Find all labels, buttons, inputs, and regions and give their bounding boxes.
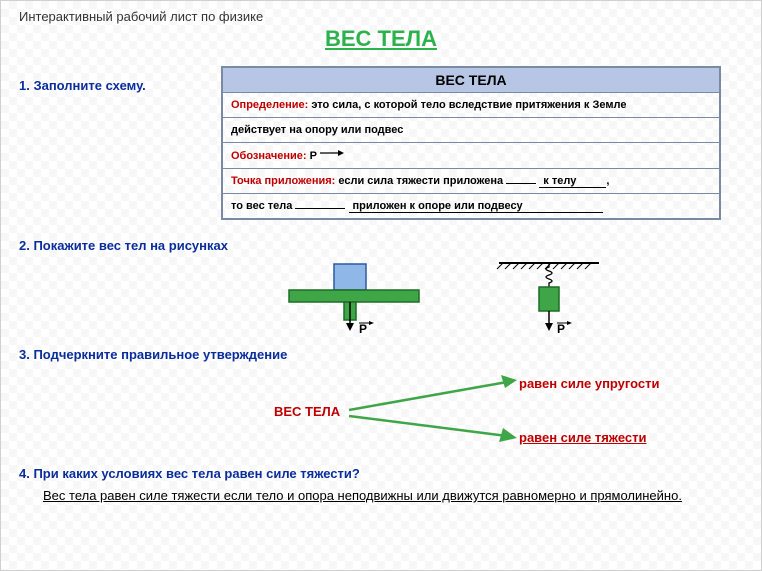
choice-center: ВЕС ТЕЛА (274, 404, 340, 419)
vector-arrow-icon (320, 149, 344, 157)
task2-label: 2. Покажите вес тел на рисунках (19, 238, 743, 253)
p-label-2: P (557, 322, 565, 336)
page-subtitle: Интерактивный рабочий лист по физике (19, 9, 743, 24)
schema-apply-line1: Точка приложения: если сила тяжести прил… (222, 169, 720, 194)
app-fill1: к телу (539, 175, 606, 188)
task3-label: 3. Подчеркните правильное утверждение (19, 347, 743, 362)
sym-value: P (307, 150, 317, 162)
schema-def-line2: действует на опору или подвес (222, 118, 720, 143)
schema-symbol: Обозначение: P (222, 143, 720, 169)
schema-table: ВЕС ТЕЛА Определение: это сила, с которо… (221, 66, 721, 220)
def-text1: это сила, с которой тело вследствие прит… (308, 99, 626, 111)
choice-option-1: равен силе упругости (519, 376, 660, 391)
diagram-row: P P (19, 259, 743, 339)
task1-row: 1. Заполните схему. ВЕС ТЕЛА Определение… (19, 66, 743, 220)
diagram-block-on-support: P (279, 259, 429, 339)
choice-option-2: равен силе тяжести (519, 430, 646, 445)
schema-apply-line2: то вес тела приложен к опоре или подвесу (222, 194, 720, 220)
sym-label: Обозначение: (231, 150, 307, 162)
task1-label: 1. Заполните схему. (19, 74, 209, 93)
task3-choice: ВЕС ТЕЛА равен силе упругости равен силе… (19, 368, 743, 458)
schema-def-line1: Определение: это сила, с которой тело вс… (222, 93, 720, 118)
schema-title: ВЕС ТЕЛА (222, 67, 720, 93)
app-fill2: приложен к опоре или подвесу (349, 200, 603, 213)
app-text2: то вес тела (231, 200, 292, 212)
worksheet: Интерактивный рабочий лист по физике ВЕС… (0, 0, 762, 571)
app-text1: если сила тяжести приложена (335, 175, 506, 187)
page-title: ВЕС ТЕЛА (19, 26, 743, 52)
app-label: Точка приложения: (231, 175, 335, 187)
p-label-1: P (359, 322, 367, 336)
task4-answer: Вес тела равен силе тяжести если тело и … (43, 487, 723, 505)
diagram-block-on-spring: P (489, 259, 609, 339)
def-label: Определение: (231, 99, 308, 111)
task4-label: 4. При каких условиях вес тела равен сил… (19, 466, 743, 481)
